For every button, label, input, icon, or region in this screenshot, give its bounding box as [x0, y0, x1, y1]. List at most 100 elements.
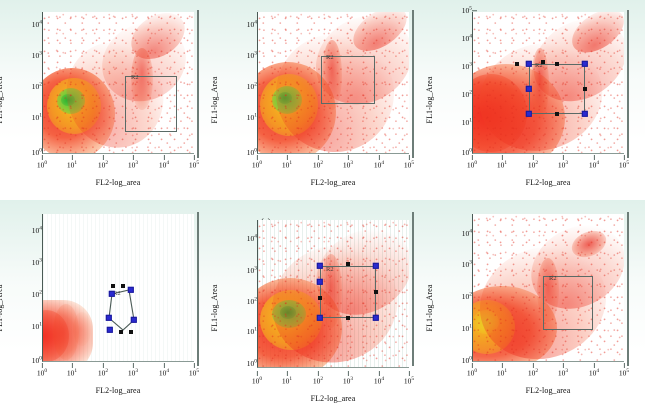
gate-rect-e[interactable] [320, 266, 376, 318]
gate-rect-a[interactable] [125, 76, 177, 132]
y-tick-d-3: 103 [0, 257, 47, 267]
gate-rect-c[interactable] [529, 64, 585, 114]
panel-d: (d) FL1-log_Area 104 103 102 101 100 R2 [0, 200, 215, 415]
x-axis-label-f: FL2-log_area [525, 386, 571, 395]
x-tick-f-1: 101 [496, 363, 508, 378]
x-tick-b-3: 103 [342, 155, 354, 170]
gate-handle-c-tl[interactable] [525, 60, 533, 68]
plot-right-rule-c [627, 10, 629, 158]
x-tick-c-1: 101 [496, 155, 508, 170]
x-tick-e-2: 102 [312, 371, 324, 386]
y-tick-c-1: 101 [430, 117, 477, 127]
gate-handle-e-tl[interactable] [316, 262, 324, 270]
gate-handle-d-1[interactable] [105, 314, 113, 322]
gate-handle-e-extra[interactable] [318, 296, 322, 300]
gate-handle-d-6[interactable] [111, 284, 115, 288]
gate-handle-c-mr[interactable] [583, 87, 587, 91]
gate-label-a: R2 [131, 74, 139, 81]
x-tick-c-0: 100 [466, 155, 478, 170]
x-tick-b-2: 102 [312, 155, 324, 170]
y-axis-label-e: FL1-log_Area [209, 284, 219, 331]
gate-handle-e-tr[interactable] [372, 262, 380, 270]
plot-area-f[interactable]: R2 [472, 214, 624, 362]
x-tick-f-5: 105 [618, 363, 630, 378]
y-tick-b-1: 101 [215, 112, 262, 122]
y-tick-a-0: 100 [0, 147, 47, 157]
x-tick-a-0: 100 [36, 155, 48, 170]
y-tick-b-2: 102 [215, 81, 262, 91]
gate-rect-b[interactable] [321, 56, 375, 104]
x-tick-c-3: 103 [557, 155, 569, 170]
gate-handle-e-bl[interactable] [316, 314, 324, 322]
gate-handle-e-bm[interactable] [346, 316, 350, 320]
gate-handle-e-ml[interactable] [316, 278, 324, 286]
y-tick-a-2: 102 [0, 81, 47, 91]
plot-area-e[interactable]: R2 [257, 220, 409, 368]
gate-handle-c-tr[interactable] [581, 60, 589, 68]
plot-right-rule-b [412, 10, 414, 158]
x-tick-c-4: 104 [588, 155, 600, 170]
y-tick-d-4: 104 [0, 225, 47, 235]
y-tick-a-3: 103 [0, 50, 47, 60]
gate-polygon-d[interactable] [43, 214, 194, 362]
gate-label-b: R2 [326, 54, 334, 61]
plot-area-b[interactable]: R2 [257, 12, 409, 154]
plot-area-a[interactable]: R2 [42, 12, 194, 154]
y-tick-c-0: 100 [430, 147, 477, 157]
gate-handle-d-4[interactable] [130, 316, 138, 324]
x-tick-f-4: 104 [588, 363, 600, 378]
y-tick-c-3: 103 [430, 61, 477, 71]
gate-handle-d-8[interactable] [119, 330, 123, 334]
x-tick-d-3: 103 [127, 363, 139, 378]
gate-handle-e-mr[interactable] [374, 290, 378, 294]
x-tick-f-3: 103 [557, 363, 569, 378]
gate-handle-c-extra-l[interactable] [515, 62, 519, 66]
gate-handle-c-bl[interactable] [525, 110, 533, 118]
x-tick-c-5: 105 [618, 155, 630, 170]
gate-rect-f[interactable] [543, 276, 593, 330]
y-tick-f-2: 102 [430, 291, 477, 301]
y-tick-d-0: 100 [0, 355, 47, 365]
x-tick-d-4: 104 [158, 363, 170, 378]
gate-handle-e-tm[interactable] [346, 262, 350, 266]
gate-handle-d-2[interactable] [108, 290, 116, 298]
gate-handle-d-7[interactable] [121, 284, 125, 288]
y-tick-f-0: 100 [430, 355, 477, 365]
y-tick-a-1: 101 [0, 112, 47, 122]
plot-area-c[interactable]: R2 [472, 12, 624, 154]
x-tick-a-2: 102 [97, 155, 109, 170]
x-axis-label-c: FL2-log_area [525, 178, 571, 187]
x-tick-f-0: 100 [466, 363, 478, 378]
x-axis-label-e: FL2-log_area [310, 394, 356, 403]
y-tick-e-4: 104 [215, 233, 262, 243]
panel-e: (e) FL1-log_Area 104 103 102 101 100 [210, 200, 430, 415]
gate-handle-d-9[interactable] [129, 330, 133, 334]
gate-handle-c-br[interactable] [581, 110, 589, 118]
gate-handle-d-3[interactable] [127, 286, 135, 294]
x-axis-label-b: FL2-log_area [310, 178, 356, 187]
x-tick-b-4: 104 [373, 155, 385, 170]
gate-handle-c-extra-t[interactable] [541, 60, 545, 64]
x-tick-e-4: 104 [373, 371, 385, 386]
x-tick-b-5: 105 [403, 155, 415, 170]
y-tick-f-3: 103 [430, 259, 477, 269]
plot-right-rule-a [197, 10, 199, 158]
gate-handle-d-5[interactable] [106, 326, 114, 334]
y-tick-c-2: 102 [430, 89, 477, 99]
y-tick-e-0: 100 [215, 358, 262, 368]
y-tick-b-4: 104 [215, 19, 262, 29]
gate-handle-c-bm[interactable] [555, 112, 559, 116]
y-tick-f-4: 104 [430, 228, 477, 238]
panel-c: (c) FL1-log_Area 105 104 103 102 101 100 [425, 0, 645, 200]
x-tick-a-4: 104 [158, 155, 170, 170]
gate-handle-e-br[interactable] [372, 314, 380, 322]
y-tick-a-4: 104 [0, 19, 47, 29]
gate-handle-c-tm[interactable] [555, 62, 559, 66]
gate-handle-c-ml[interactable] [525, 85, 533, 93]
plot-right-rule-d [197, 212, 199, 366]
x-tick-b-0: 100 [251, 155, 263, 170]
y-tick-e-1: 101 [215, 326, 262, 336]
y-tick-c-4: 104 [430, 33, 477, 43]
plot-area-d[interactable]: R2 [42, 214, 194, 362]
